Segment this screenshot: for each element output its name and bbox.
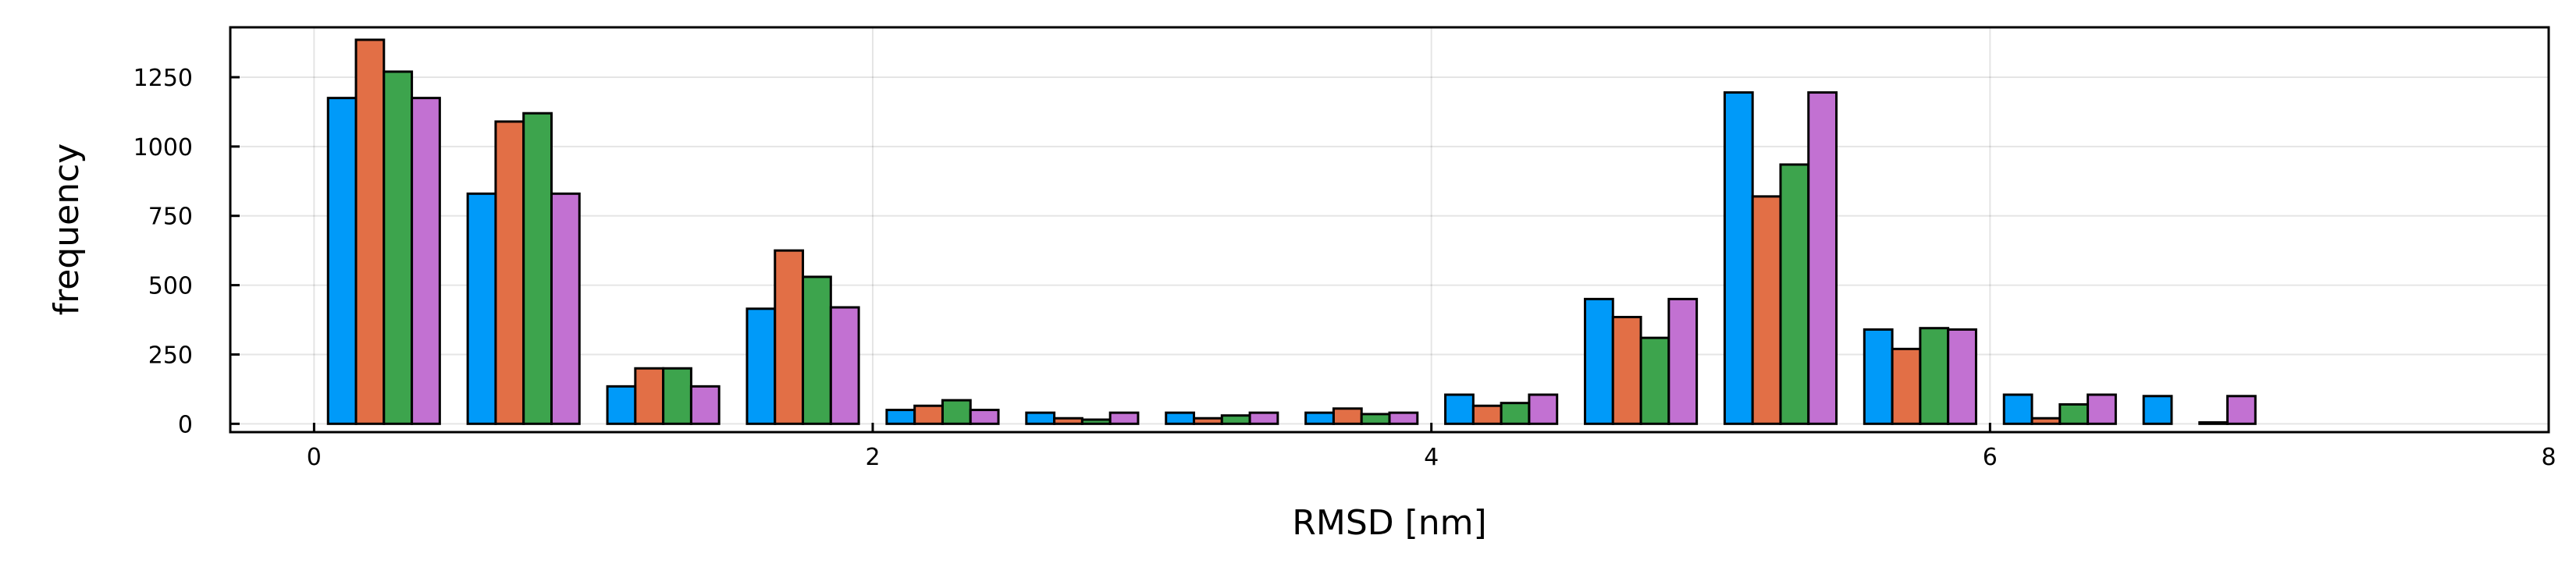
bar-series-4 <box>2226 395 2257 425</box>
bar-series-1 <box>2002 393 2033 425</box>
bar-series-1 <box>466 192 497 425</box>
bar-series-2 <box>1332 407 1363 425</box>
bar-series-1 <box>1444 393 1475 425</box>
bar-series-4 <box>550 192 581 425</box>
bar-series-4 <box>411 97 441 425</box>
bar-series-3 <box>1080 418 1112 425</box>
x-tick-label: 8 <box>2541 444 2556 471</box>
bar-series-2 <box>494 120 525 425</box>
plot-frame <box>229 26 2550 434</box>
bar-series-2 <box>913 404 944 425</box>
bar-series-4 <box>1807 91 1838 425</box>
bar-series-4 <box>2087 393 2117 425</box>
bar-series-1 <box>606 385 637 425</box>
bar-series-4 <box>1388 411 1419 425</box>
bar-series-3 <box>1500 402 1531 425</box>
bar-series-1 <box>1863 328 1894 425</box>
bar-series-1 <box>1304 411 1335 425</box>
y-tick-label: 1000 <box>133 134 193 161</box>
bar-series-2 <box>1471 404 1503 425</box>
bar-series-1 <box>1025 411 1056 425</box>
y-tick-label: 0 <box>178 411 193 438</box>
x-tick-label: 2 <box>865 444 880 471</box>
bar-series-3 <box>1220 414 1251 425</box>
bar-series-3 <box>1779 163 1810 425</box>
bar-series-2 <box>774 249 805 425</box>
y-tick-label: 750 <box>148 204 193 231</box>
x-tick-label: 4 <box>1424 444 1439 471</box>
bar-series-1 <box>2142 395 2173 425</box>
y-axis-title: frequency <box>47 144 87 316</box>
bar-series-1 <box>745 307 777 425</box>
bar-series-3 <box>662 367 692 425</box>
bar-series-2 <box>1193 417 1223 425</box>
bar-series-1 <box>1723 91 1754 425</box>
bar-series-3 <box>941 399 972 425</box>
bar-series-2 <box>1751 195 1782 425</box>
bar-series-4 <box>1108 411 1140 425</box>
bar-series-4 <box>1947 328 1977 425</box>
x-tick-label: 6 <box>1983 444 1998 471</box>
axis-ticks: 0 2 4 6 8 0 250 500 750 1000 1250 <box>133 65 2556 471</box>
bar-series-2 <box>634 367 665 425</box>
bar-series-3 <box>1360 413 1391 425</box>
bar-series-3 <box>2198 421 2229 425</box>
bar-series-4 <box>969 409 1000 425</box>
bar-series-2 <box>1891 347 1922 425</box>
bar-series-4 <box>689 385 720 425</box>
bar-series-3 <box>1919 327 1950 425</box>
y-tick-label: 500 <box>148 273 193 300</box>
bar-series-1 <box>1583 297 1614 425</box>
bar-series-3 <box>382 70 414 425</box>
bar-series-4 <box>1248 411 1279 425</box>
bar-series-4 <box>1667 297 1699 425</box>
bar-series-3 <box>522 112 553 425</box>
bar-series-2 <box>2030 417 2062 425</box>
bar-series-4 <box>829 306 860 425</box>
bar-series-1 <box>885 409 916 425</box>
bar-series-2 <box>1611 315 1642 425</box>
bar-series-1 <box>1165 411 1196 425</box>
x-tick-label: 0 <box>307 444 322 471</box>
bar-series-3 <box>1639 336 1670 425</box>
bars <box>326 38 2257 425</box>
x-axis-title: RMSD [nm] <box>1292 503 1486 543</box>
bar-series-4 <box>1528 393 1559 425</box>
y-tick-label: 250 <box>148 342 193 369</box>
bar-series-2 <box>354 38 386 425</box>
y-tick-label: 1250 <box>133 65 193 92</box>
bar-series-2 <box>1053 417 1083 425</box>
bar-series-1 <box>326 97 358 425</box>
bar-series-3 <box>802 275 832 425</box>
bar-series-3 <box>2058 402 2090 425</box>
